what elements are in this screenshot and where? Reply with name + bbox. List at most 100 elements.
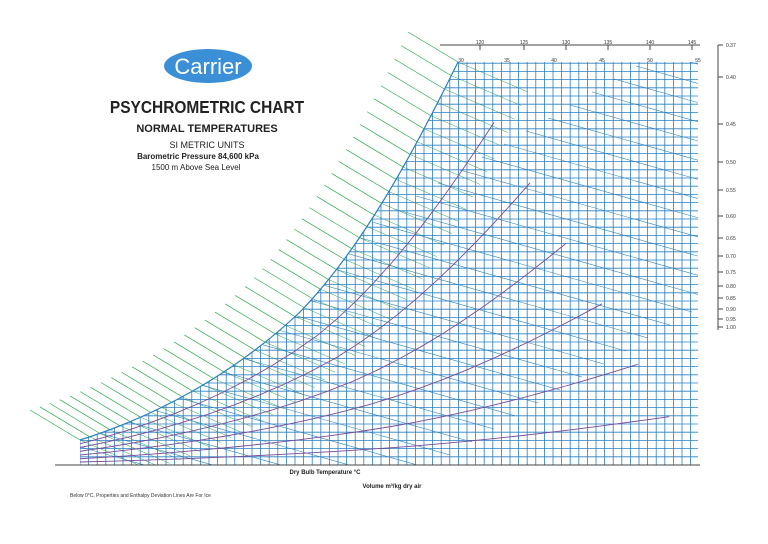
enthalpy-line <box>407 31 459 63</box>
right-scale-label: 0.90 <box>726 307 736 313</box>
wet-bulb-line <box>283 273 605 365</box>
units: SI METRIC UNITS <box>169 140 244 150</box>
dry-bulb-top-label: 50 <box>647 58 653 64</box>
enthalpy-line <box>394 58 445 90</box>
enthalpy-line <box>173 341 225 373</box>
enthalpy-line <box>163 348 214 379</box>
humidity-curves <box>80 122 670 463</box>
enthalpy-line <box>359 237 430 268</box>
enthalpy-line <box>312 298 383 329</box>
enthalpy-line <box>294 228 345 260</box>
humidity-curve <box>80 303 603 456</box>
enthalpy-line <box>161 407 232 438</box>
enthalpy-line <box>109 429 180 460</box>
wet-bulb-line <box>569 104 698 196</box>
dry-bulb-label: Dry Bulb Temperature °C <box>290 470 362 476</box>
altitude: 1500 m Above Sea Level <box>152 163 241 172</box>
right-scale-label: 0.50 <box>726 160 736 166</box>
wet-bulb-line <box>635 65 698 157</box>
enthalpy-line <box>360 124 411 155</box>
enthalpy-line <box>59 399 111 431</box>
right-scale-label: 0.65 <box>726 236 736 242</box>
wet-bulb-line <box>437 182 698 274</box>
enthalpy-line <box>244 286 296 317</box>
right-scale-label: 0.45 <box>726 122 736 128</box>
enthalpy-line <box>286 239 337 270</box>
humidity-curve <box>80 182 531 448</box>
enthalpy-line <box>89 436 160 465</box>
wet-bulb-line <box>657 62 698 144</box>
enthalpy-line <box>100 382 152 413</box>
enthalpy-line <box>324 184 375 216</box>
enthalpy-line <box>345 149 397 180</box>
right-scale-label: 1.00 <box>726 325 736 331</box>
enthalpy-line <box>262 268 313 299</box>
enthalpy-line <box>451 75 522 106</box>
top-scale-label: 135 <box>604 40 613 46</box>
enthalpy-line <box>152 354 204 386</box>
wet-bulb-line <box>393 208 698 300</box>
wet-bulb-line <box>525 130 698 222</box>
enthalpy-line <box>423 128 495 160</box>
right-scale-label: 0.80 <box>726 284 736 290</box>
saturation-curve <box>79 61 459 441</box>
right-scale-label: 0.37 <box>726 43 736 49</box>
enthalpy-line <box>121 372 172 403</box>
volume-label: Volume m³/kg dry air <box>363 483 423 490</box>
enthalpy-line <box>194 327 245 358</box>
top-scale-label: 140 <box>646 40 655 46</box>
enthalpy-line <box>214 311 266 343</box>
enthalpy-line <box>381 203 452 234</box>
wet-bulb-line <box>261 286 583 378</box>
enthalpy-line <box>387 72 438 103</box>
right-scale-label: 0.60 <box>726 214 736 220</box>
right-scale-label: 0.40 <box>726 75 736 81</box>
enthalpy-line <box>49 403 100 434</box>
enthalpy-line <box>270 258 321 290</box>
enthalpy-line <box>351 248 422 279</box>
enthalpy-line <box>29 409 81 441</box>
enthalpy-line <box>437 102 508 133</box>
dry-bulb-top-label: 40 <box>551 58 557 64</box>
enthalpy-line <box>352 136 404 168</box>
right-scale-label: 0.95 <box>726 317 736 323</box>
enthalpy-line <box>265 341 336 373</box>
enthalpy-line <box>278 249 329 280</box>
enthalpy-line <box>69 395 121 427</box>
enthalpy-line <box>309 207 360 239</box>
enthalpy-line <box>403 166 474 198</box>
logo: Carrier <box>174 54 241 79</box>
dry-bulb-top-label: 45 <box>599 58 605 64</box>
enthalpy-line <box>374 214 445 246</box>
wet-bulb-line <box>349 234 671 326</box>
right-scale-label: 0.85 <box>726 296 736 302</box>
logo-badge <box>164 49 252 83</box>
top-scale-label: 125 <box>520 40 529 46</box>
right-scale-label: 0.70 <box>726 254 736 260</box>
enthalpy-line <box>275 333 346 365</box>
title: PSYCHROMETRIC CHART <box>110 97 305 117</box>
wet-bulb-line <box>591 91 698 183</box>
dry-bulb-top-label: 35 <box>504 58 510 64</box>
wet-bulb-line <box>459 169 698 261</box>
wet-bulb-line <box>613 78 698 170</box>
enthalpy-line <box>142 360 193 392</box>
dry-bulb-top-label: 30 <box>458 58 464 64</box>
enthalpy-line <box>80 391 131 422</box>
enthalpy-line <box>338 161 390 192</box>
humidity-curve <box>80 122 495 445</box>
enthalpy-line <box>182 396 253 428</box>
humidity-curve <box>80 363 639 460</box>
wet-bulb-line <box>503 143 698 235</box>
wet-bulb-line <box>129 364 451 456</box>
enthalpy-line <box>131 366 183 398</box>
wet-bulb-line <box>371 221 693 313</box>
dry-bulb-top-label: 55 <box>695 58 701 64</box>
enthalpy-line <box>184 334 235 366</box>
enthalpy-line <box>202 384 274 416</box>
enthalpy-line <box>111 377 162 408</box>
humidity-curve <box>80 416 670 463</box>
enthalpy-line <box>301 218 353 249</box>
enthalpy-line <box>331 173 382 204</box>
